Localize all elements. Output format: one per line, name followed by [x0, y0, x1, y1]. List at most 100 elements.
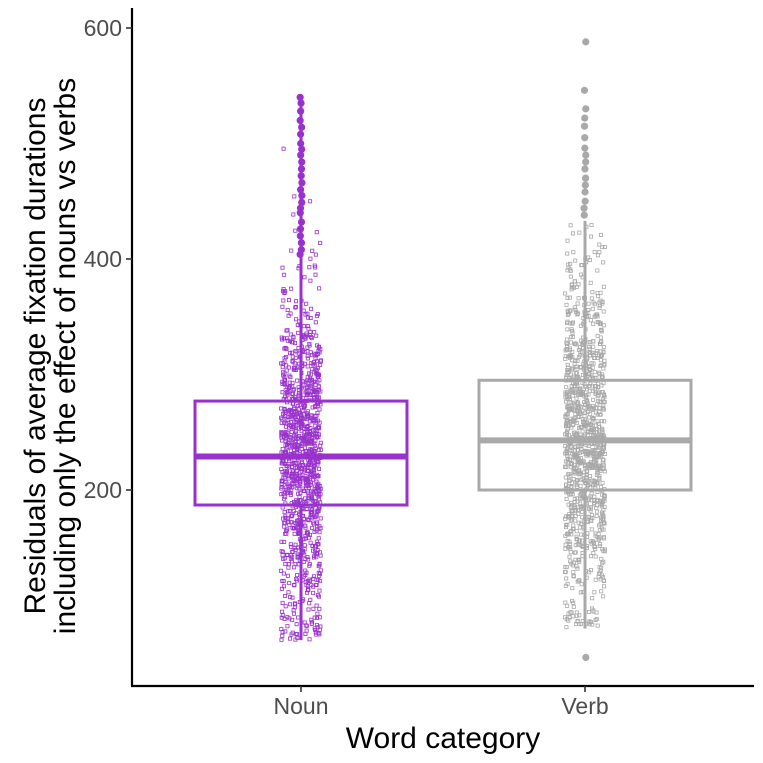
jitter-point [298, 466, 303, 471]
jitter-point [591, 416, 596, 421]
jitter-point [309, 621, 314, 626]
jitter-point [601, 527, 606, 532]
jitter-point [304, 301, 309, 306]
jitter-point [310, 515, 315, 520]
jitter-point [602, 469, 607, 474]
jitter-point [590, 483, 595, 488]
jitter-point [314, 603, 319, 608]
jitter-point [587, 257, 592, 262]
jitter-point [595, 509, 600, 514]
jitter-point [292, 531, 297, 536]
jitter-point [563, 464, 568, 469]
outlier-point [298, 198, 306, 207]
outlier-point [297, 99, 305, 107]
jitter-point [304, 386, 309, 391]
jitter-point [282, 524, 287, 529]
jitter-point [574, 478, 579, 483]
jitter-point [589, 498, 594, 503]
jitter-point [309, 447, 314, 452]
outlier-point [297, 239, 306, 247]
jitter-point [566, 532, 571, 537]
jitter-point [595, 419, 600, 424]
jitter-point [572, 497, 577, 502]
jitter-point [576, 406, 581, 411]
jitter-point [602, 493, 607, 498]
jitter-point [563, 565, 568, 570]
jitter-point [293, 429, 298, 434]
jitter-point [311, 461, 316, 466]
outlier-point [297, 151, 305, 159]
jitter-point [296, 615, 301, 620]
jitter-point [570, 349, 575, 354]
jitter-point [573, 307, 578, 312]
jitter-point [596, 384, 601, 389]
jitter-point [575, 448, 580, 453]
jitter-point [574, 420, 579, 425]
jitter-point [600, 512, 605, 517]
jitter-point [569, 528, 574, 533]
jitter-point [293, 305, 298, 310]
jitter-point [310, 520, 315, 525]
jitter-point [568, 274, 573, 279]
jitter-point [570, 334, 575, 339]
jitter-point [585, 465, 590, 470]
jitter-point [318, 358, 323, 363]
jitter-point [295, 403, 300, 408]
jitter-point [318, 553, 323, 558]
jitter-point [280, 365, 285, 370]
jitter-point [279, 568, 284, 573]
jitter-point [564, 399, 569, 404]
jitter-point [592, 541, 597, 546]
jitter-point [313, 403, 318, 408]
jitter-point [570, 393, 575, 398]
jitter-point [600, 299, 605, 304]
jitter-point [313, 544, 318, 549]
jitter-point [594, 506, 599, 511]
jitter-point [318, 516, 323, 521]
jitter-point [594, 617, 599, 622]
jitter-point [315, 524, 320, 529]
jitter-point [564, 523, 569, 528]
jitter-point [570, 509, 575, 514]
jitter-point [590, 388, 595, 393]
jitter-point [592, 479, 597, 484]
jitter-point [571, 570, 576, 575]
jitter-point [288, 595, 293, 600]
jitter-point [305, 333, 310, 338]
jitter-point [593, 448, 598, 453]
jitter-point [308, 597, 313, 602]
jitter-point [281, 287, 286, 292]
jitter-point [282, 336, 287, 341]
jitter-point [577, 386, 582, 391]
jitter-point [578, 456, 583, 461]
outlier-point [581, 114, 589, 122]
jitter-point [309, 438, 314, 443]
jitter-point [601, 458, 606, 463]
jitter-point [570, 389, 575, 394]
outlier-point [298, 179, 306, 187]
jitter-point [284, 469, 289, 474]
jitter-point [568, 504, 573, 509]
jitter-point [293, 478, 298, 483]
jitter-point [309, 367, 314, 372]
jitter-point [282, 510, 287, 515]
jitter-point [292, 361, 297, 366]
outlier-point [581, 197, 589, 205]
jitter-point [600, 245, 605, 250]
jitter-point [576, 511, 581, 516]
jitter-point [600, 433, 605, 438]
jitter-point [303, 525, 308, 530]
jitter-point [298, 490, 303, 495]
jitter-point [293, 542, 298, 547]
jitter-point [564, 385, 569, 390]
jitter-point [584, 449, 589, 454]
jitter-point [589, 462, 594, 467]
jitter-point [563, 516, 568, 521]
jitter-point [287, 636, 292, 641]
jitter-point [571, 574, 576, 579]
jitter-point [600, 432, 605, 437]
jitter-point [280, 609, 285, 614]
jitter-point [290, 340, 295, 345]
jitter-point [284, 354, 289, 359]
jitter-point [583, 478, 588, 483]
